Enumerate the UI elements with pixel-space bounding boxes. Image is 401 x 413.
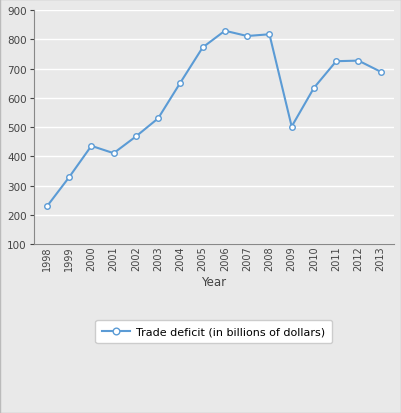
Trade deficit (in billions of dollars) (378, 70, 383, 75)
Trade deficit (in billions of dollars) (89, 144, 94, 149)
Trade deficit (in billions of dollars) (334, 59, 338, 64)
Trade deficit (in billions of dollars) (134, 135, 138, 140)
Trade deficit (in billions of dollars) (156, 116, 160, 121)
Trade deficit (in billions of dollars) (312, 86, 316, 91)
Trade deficit (in billions of dollars) (45, 204, 49, 209)
Legend: Trade deficit (in billions of dollars): Trade deficit (in billions of dollars) (95, 320, 332, 344)
Trade deficit (in billions of dollars) (356, 59, 361, 64)
Trade deficit (in billions of dollars) (289, 125, 294, 130)
Trade deficit (in billions of dollars) (67, 175, 71, 180)
Trade deficit (in billions of dollars) (245, 34, 249, 39)
Trade deficit (in billions of dollars) (111, 151, 116, 156)
Trade deficit (in billions of dollars) (267, 33, 272, 38)
Trade deficit (in billions of dollars) (223, 29, 227, 34)
Line: Trade deficit (in billions of dollars): Trade deficit (in billions of dollars) (44, 29, 383, 210)
X-axis label: Year: Year (201, 275, 226, 288)
Trade deficit (in billions of dollars) (178, 81, 183, 86)
Trade deficit (in billions of dollars) (200, 46, 205, 51)
